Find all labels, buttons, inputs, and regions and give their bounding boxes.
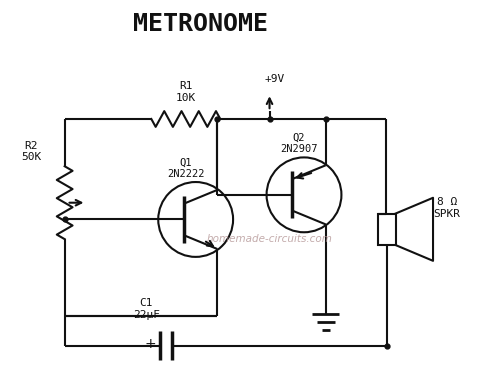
Text: C1: C1	[140, 298, 153, 308]
Text: 8 Ω: 8 Ω	[437, 197, 457, 207]
Text: 10K: 10K	[176, 93, 196, 103]
Text: 2N2907: 2N2907	[280, 145, 318, 155]
Text: +9V: +9V	[264, 74, 284, 84]
Text: METRONOME: METRONOME	[133, 13, 268, 36]
Text: SPKR: SPKR	[434, 209, 460, 219]
Text: R2: R2	[24, 141, 38, 151]
Text: 2N2222: 2N2222	[167, 169, 205, 179]
Text: Q1: Q1	[180, 157, 192, 167]
Text: homemade-circuits.com: homemade-circuits.com	[206, 234, 333, 244]
Text: +: +	[144, 337, 156, 351]
Text: R1: R1	[179, 81, 193, 92]
Text: Q2: Q2	[293, 133, 305, 143]
Text: 22μF: 22μF	[133, 310, 160, 320]
Text: 50K: 50K	[21, 152, 41, 162]
Bar	[378, 213, 396, 245]
